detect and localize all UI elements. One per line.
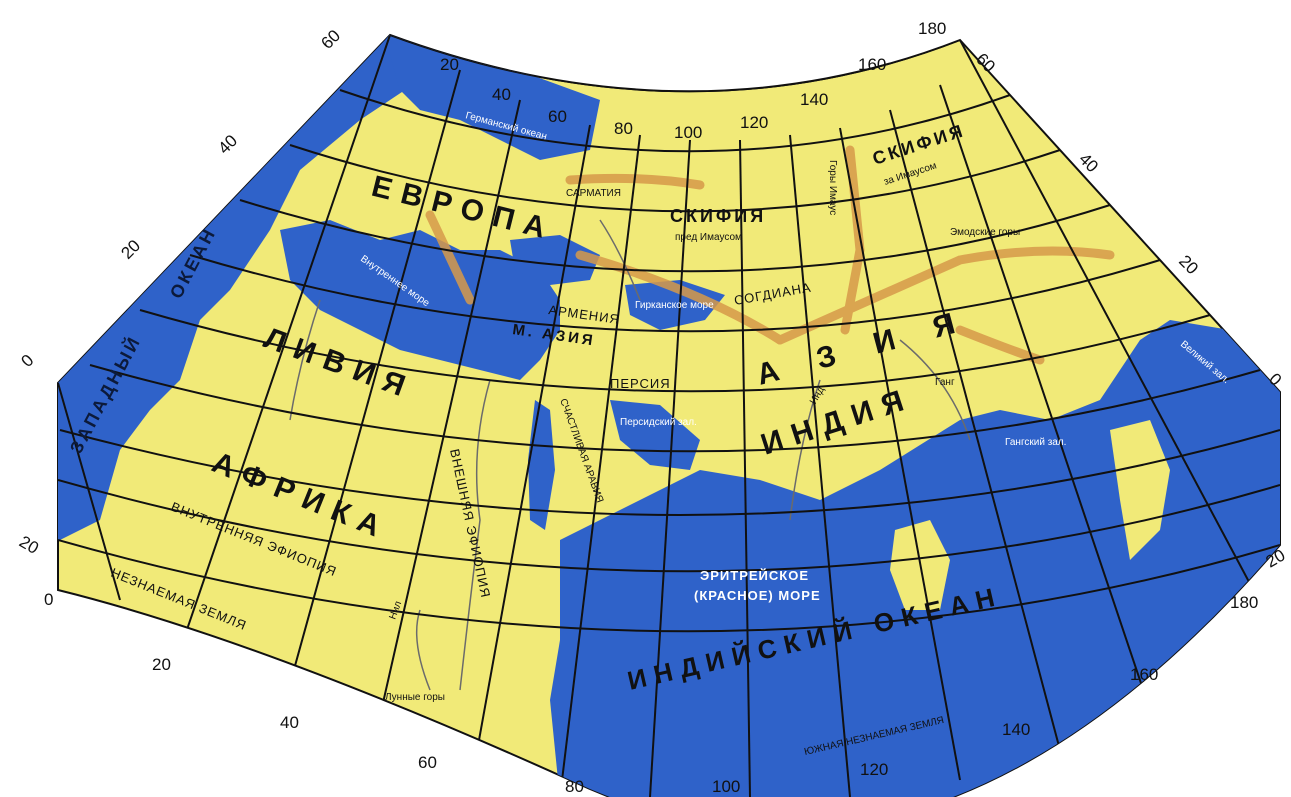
lon-top-40: 40 <box>492 85 511 104</box>
erythrean-sea-label-2: (КРАСНОЕ) МОРЕ <box>694 588 821 603</box>
lon-bottom-160: 160 <box>1130 665 1158 684</box>
lon-top-60: 60 <box>548 107 567 126</box>
lon-bottom-0: 0 <box>44 590 53 609</box>
lon-top-160: 160 <box>858 55 886 74</box>
region-persia: ПЕРСИЯ <box>610 376 671 391</box>
german-ocean <box>380 35 600 160</box>
lon-top-20: 20 <box>440 55 459 74</box>
lon-top-140: 140 <box>800 90 828 109</box>
lon-bottom-140: 140 <box>1002 720 1030 739</box>
lon-bottom-180: 180 <box>1230 593 1258 612</box>
erythrean-sea-label-1: ЭРИТРЕЙСКОЕ <box>700 568 809 583</box>
lon-top-100: 100 <box>674 123 702 142</box>
rivers <box>289 219 971 691</box>
caspian-label: Гирканское море <box>635 300 714 311</box>
gangetic-gulf-label: Гангский зал. <box>1005 437 1066 448</box>
lon-top-120: 120 <box>740 113 768 132</box>
lat-right-20: 20 <box>1175 251 1202 278</box>
lon-bottom-80: 80 <box>565 777 584 796</box>
region-scythia-1: СКИФИЯ <box>670 206 766 226</box>
imaus-mountains-label: Горы Имаус <box>827 160 838 215</box>
lat-left-60: 60 <box>317 26 344 53</box>
lon-bottom-20: 20 <box>152 655 171 674</box>
lon-bottom-60: 60 <box>418 753 437 772</box>
region-sarmatia: САРМАТИЯ <box>566 188 621 199</box>
lat-left-40: 40 <box>214 131 241 158</box>
lon-top-labels: 20 40 60 80 100 120 140 160 180 <box>440 19 946 142</box>
lon-bottom-40: 40 <box>280 713 299 732</box>
caspian-sea <box>625 280 725 330</box>
mediterranean <box>280 220 560 380</box>
black-sea <box>510 235 600 285</box>
ganges-label: Ганг <box>935 377 955 388</box>
persian-gulf <box>610 400 700 470</box>
moon-mountains-label: Лунные горы <box>385 692 445 703</box>
lon-bottom-120: 120 <box>860 760 888 779</box>
lon-top-180: 180 <box>918 19 946 38</box>
lat-left-0: 0 <box>17 351 37 371</box>
lon-bottom-100: 100 <box>712 777 740 796</box>
lon-bottom-labels: 0 20 40 60 80 100 120 140 160 180 <box>44 590 1258 796</box>
lon-top-80: 80 <box>614 119 633 138</box>
emod-mountains-label: Эмодские горы <box>950 227 1020 238</box>
western-ocean <box>58 35 420 540</box>
graticule-meridians <box>58 35 1280 797</box>
lat-left-20b: 20 <box>16 532 42 558</box>
lat-left-20: 20 <box>117 236 144 263</box>
region-scythia-1-sub: пред Имаусом <box>675 232 742 243</box>
persian-gulf-label: Персидский зал. <box>620 417 697 428</box>
graticule-parallels <box>58 35 1280 633</box>
